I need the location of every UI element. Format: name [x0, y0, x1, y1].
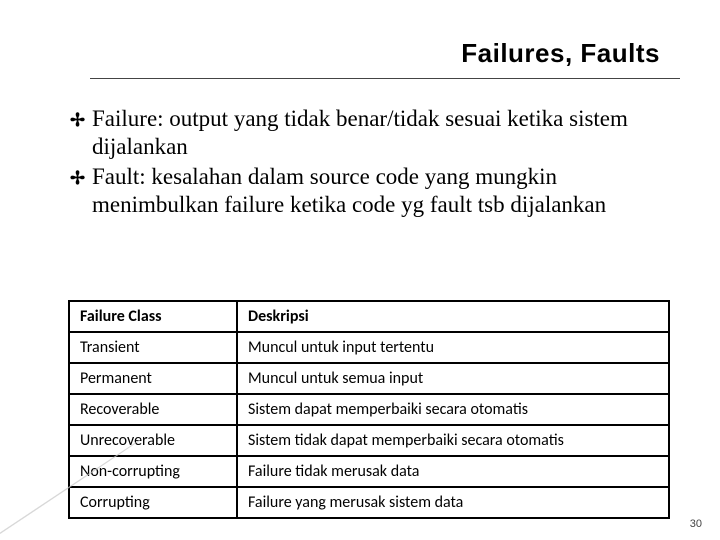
- table-cell: Failure yang merusak sistem data: [237, 487, 669, 518]
- table-cell: Muncul untuk input tertentu: [237, 332, 669, 363]
- bullet-item: ✢ Fault: kesalahan dalam source code yan…: [70, 163, 670, 219]
- table-row: Recoverable Sistem dapat memperbaiki sec…: [69, 394, 669, 425]
- table-cell: Non-corrupting: [69, 456, 237, 487]
- column-header: Deskripsi: [237, 301, 669, 332]
- table-row: Transient Muncul untuk input tertentu: [69, 332, 669, 363]
- table-cell: Permanent: [69, 363, 237, 394]
- table-cell: Transient: [69, 332, 237, 363]
- slide-title: Failures, Faults: [461, 38, 660, 69]
- bullet-list: ✢ Failure: output yang tidak benar/tidak…: [70, 105, 670, 221]
- bullet-item: ✢ Failure: output yang tidak benar/tidak…: [70, 105, 670, 161]
- table-cell: Sistem dapat memperbaiki secara otomatis: [237, 394, 669, 425]
- bullet-text: Failure: output yang tidak benar/tidak s…: [92, 105, 670, 161]
- failure-table: Failure Class Deskripsi Transient Muncul…: [68, 300, 670, 519]
- table-cell: Muncul untuk semua input: [237, 363, 669, 394]
- bullet-icon: ✢: [70, 163, 92, 193]
- table-cell: Recoverable: [69, 394, 237, 425]
- table-row: Non-corrupting Failure tidak merusak dat…: [69, 456, 669, 487]
- table-row: Unrecoverable Sistem tidak dapat memperb…: [69, 425, 669, 456]
- table-row: Permanent Muncul untuk semua input: [69, 363, 669, 394]
- table-cell: Unrecoverable: [69, 425, 237, 456]
- table-row: Corrupting Failure yang merusak sistem d…: [69, 487, 669, 518]
- bullet-icon: ✢: [70, 105, 92, 135]
- table-cell: Corrupting: [69, 487, 237, 518]
- table: Failure Class Deskripsi Transient Muncul…: [68, 300, 670, 519]
- table-header-row: Failure Class Deskripsi: [69, 301, 669, 332]
- slide: Failures, Faults ✢ Failure: output yang …: [0, 0, 720, 540]
- table-cell: Sistem tidak dapat memperbaiki secara ot…: [237, 425, 669, 456]
- bullet-text: Fault: kesalahan dalam source code yang …: [92, 163, 670, 219]
- page-number: 30: [690, 518, 702, 530]
- table-cell: Failure tidak merusak data: [237, 456, 669, 487]
- title-underline: [90, 78, 680, 79]
- column-header: Failure Class: [69, 301, 237, 332]
